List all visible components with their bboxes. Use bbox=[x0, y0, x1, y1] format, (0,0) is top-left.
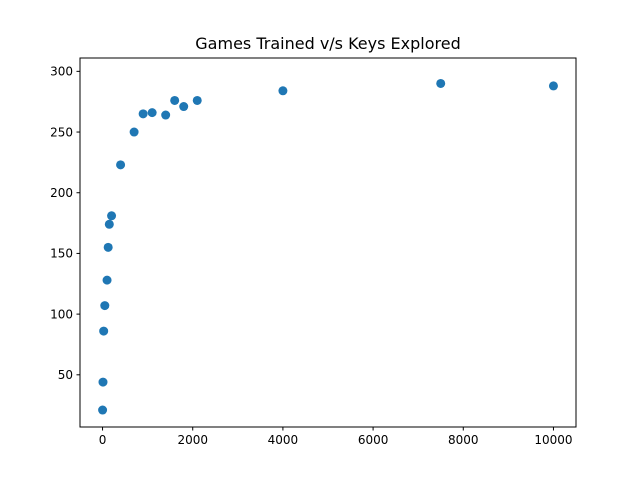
data-point bbox=[147, 108, 157, 118]
plot-area: 0 2000 4000 6000 8000 10000 50 100 150 200 250 300 bbox=[50, 65, 572, 447]
x-tick-label: 4000 bbox=[268, 433, 299, 447]
x-tick-label: 0 bbox=[99, 433, 107, 447]
y-tick-label: 250 bbox=[50, 125, 73, 139]
x-tick-label: 2000 bbox=[177, 433, 208, 447]
y-tick-label: 200 bbox=[50, 186, 73, 200]
chart-title: Games Trained v/s Keys Explored bbox=[195, 34, 460, 53]
data-point bbox=[161, 110, 171, 120]
data-point bbox=[129, 127, 139, 137]
data-point bbox=[138, 109, 148, 119]
y-tick-label: 150 bbox=[50, 247, 73, 261]
data-point bbox=[170, 95, 180, 105]
data-point bbox=[99, 326, 109, 336]
data-point bbox=[192, 95, 202, 105]
x-tick-label: 8000 bbox=[448, 433, 479, 447]
data-point bbox=[179, 102, 189, 112]
data-point bbox=[436, 78, 446, 88]
data-point bbox=[98, 377, 108, 387]
data-point bbox=[278, 86, 288, 96]
x-tick-label: 6000 bbox=[358, 433, 389, 447]
axes-frame bbox=[79, 57, 577, 428]
data-point bbox=[103, 242, 113, 252]
data-point bbox=[102, 275, 112, 285]
data-point bbox=[104, 219, 114, 229]
data-point bbox=[100, 301, 110, 311]
y-tick-label: 100 bbox=[50, 307, 73, 321]
data-point bbox=[98, 405, 108, 415]
data-point bbox=[107, 211, 117, 221]
x-tick-label: 10000 bbox=[534, 433, 572, 447]
data-point bbox=[548, 81, 558, 91]
y-tick-label: 300 bbox=[50, 65, 73, 79]
y-tick-label: 50 bbox=[58, 368, 73, 382]
data-point bbox=[116, 160, 126, 170]
